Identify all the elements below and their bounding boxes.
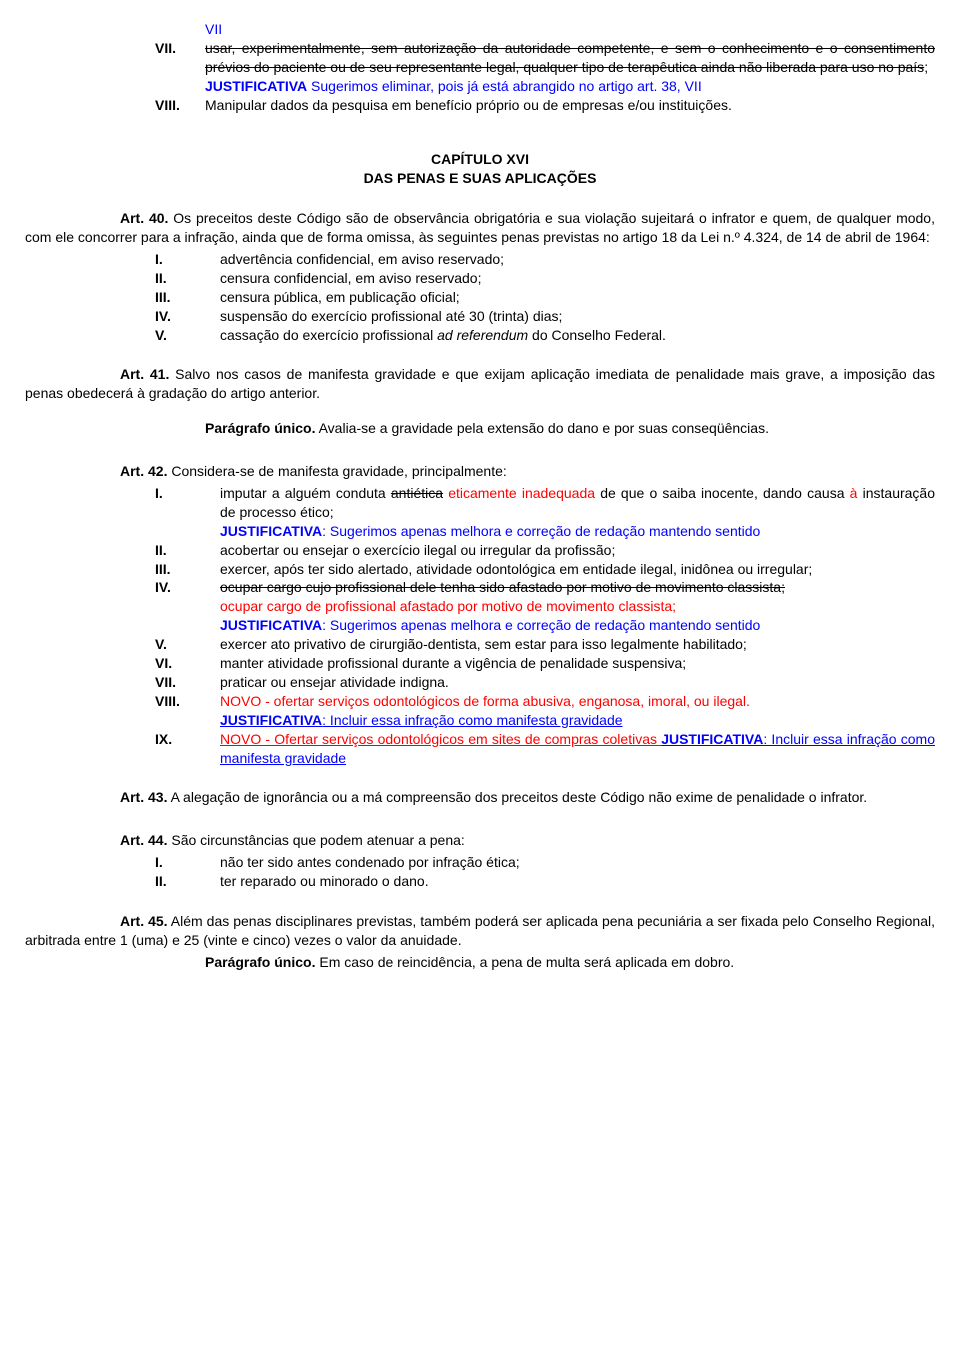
vii-cont-text: VII — [205, 21, 222, 37]
item-vii-just-label: JUSTIFICATIVA — [205, 78, 307, 94]
art-42-iv-just: : Sugerimos apenas melhora e correção de… — [322, 617, 760, 633]
chapter-title-2: DAS PENAS E SUAS APLICAÇÕES — [25, 169, 935, 188]
art-43: Art. 43. A alegação de ignorância ou a m… — [25, 788, 935, 807]
art-42: Art. 42. Considera-se de manifesta gravi… — [25, 462, 935, 481]
art-42-iv-just-label: JUSTIFICATIVA — [220, 617, 322, 633]
art-40-iii: III.censura pública, em publicação ofici… — [155, 288, 935, 307]
item-vii-just-text: Sugerimos eliminar, pois já está abrangi… — [307, 78, 702, 94]
item-vii: VII. usar, experimentalmente, sem autori… — [155, 39, 935, 96]
art-44-intro: São circunstâncias que podem atenuar a p… — [167, 832, 464, 848]
art-42-label: Art. 42. — [120, 463, 167, 479]
art-40-label: Art. 40. — [120, 210, 168, 226]
art-45-pu-label: Parágrafo único. — [205, 954, 315, 970]
art-45-label: Art. 45. — [120, 913, 168, 929]
art-40-i: I.advertência confidencial, em aviso res… — [155, 250, 935, 269]
art-40-v: V.cassação do exercício profissional ad … — [155, 326, 935, 345]
item-viii-text: Manipular dados da pesquisa em benefício… — [205, 96, 935, 115]
chapter-title-1: CAPÍTULO XVI — [25, 150, 935, 169]
art-42-ix: IX. NOVO - Ofertar serviços odontológico… — [155, 730, 935, 768]
art-42-viii-just-label: JUSTIFICATIVA — [220, 712, 322, 728]
art-41: Art. 41. Salvo nos casos de manifesta gr… — [25, 365, 935, 403]
art-42-intro: Considera-se de manifesta gravidade, pri… — [167, 463, 506, 479]
item-vii-struck: usar, experimentalmente, sem autorização… — [205, 40, 935, 75]
art-42-viii-just: : Incluir essa infração como manifesta g… — [322, 712, 622, 728]
item-viii: VIII. Manipular dados da pesquisa em ben… — [155, 96, 935, 115]
art-42-vi: VI.manter atividade profissional durante… — [155, 654, 935, 673]
art-41-pu: Parágrafo único. Avalia-se a gravidade p… — [25, 419, 935, 438]
art-41-pu-label: Parágrafo único. — [205, 420, 315, 436]
art-44-ii: II.ter reparado ou minorado o dano. — [155, 872, 935, 891]
art-45-pu: Parágrafo único. Em caso de reincidência… — [25, 953, 935, 972]
art-44-i: I.não ter sido antes condenado por infra… — [155, 853, 935, 872]
item-viii-num: VIII. — [155, 96, 205, 115]
art-42-ix-just-label: JUSTIFICATIVA — [661, 731, 763, 747]
art-40: Art. 40. Os preceitos deste Código são d… — [25, 209, 935, 247]
art-42-v: V.exercer ato privativo de cirurgião-den… — [155, 635, 935, 654]
art-42-ii: II.acobertar ou ensejar o exercício ileg… — [155, 541, 935, 560]
art-45: Art. 45. Além das penas disciplinares pr… — [25, 912, 935, 950]
art-42-viii: VIII. NOVO - ofertar serviços odontológi… — [155, 692, 935, 730]
art-40-ii: II.censura confidencial, em aviso reserv… — [155, 269, 935, 288]
art-43-label: Art. 43. — [120, 789, 167, 805]
art-44: Art. 44. São circunstâncias que podem at… — [25, 831, 935, 850]
art-41-label: Art. 41. — [120, 366, 169, 382]
art-44-label: Art. 44. — [120, 832, 167, 848]
art-41-pu-text: Avalia-se a gravidade pela extensão do d… — [315, 420, 769, 436]
art-45-pu-text: Em caso de reincidência, a pena de multa… — [315, 954, 734, 970]
art-42-iv: IV. ocupar cargo cujo profissional dele … — [155, 578, 935, 635]
art-40-iv: IV.suspensão do exercício profissional a… — [155, 307, 935, 326]
item-vii-num: VII. — [155, 39, 205, 96]
item-vii-cont: VII — [155, 20, 935, 39]
art-42-i-just: : Sugerimos apenas melhora e correção de… — [322, 523, 760, 539]
art-42-i-just-label: JUSTIFICATIVA — [220, 523, 322, 539]
art-42-vii: VII.praticar ou ensejar atividade indign… — [155, 673, 935, 692]
item-vii-semi: ; — [924, 59, 928, 75]
art-42-iii: III.exercer, após ter sido alertado, ati… — [155, 560, 935, 579]
art-43-text: A alegação de ignorância ou a má compree… — [167, 789, 867, 805]
art-42-i: I. imputar a alguém conduta antiética et… — [155, 484, 935, 541]
